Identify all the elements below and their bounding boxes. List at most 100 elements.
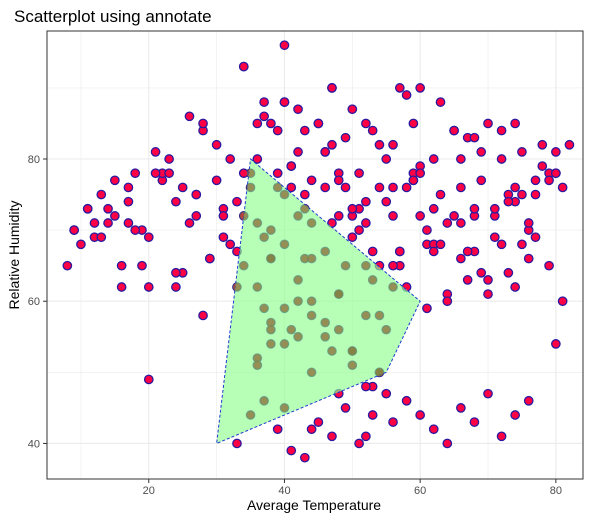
data-point — [218, 232, 229, 243]
data-point — [530, 189, 541, 200]
data-point — [327, 431, 337, 442]
data-point-overlay — [320, 247, 330, 256]
data-point-overlay — [259, 396, 269, 405]
data-point — [394, 246, 405, 257]
data-point — [449, 211, 459, 221]
data-point — [272, 168, 283, 179]
data-point — [388, 139, 398, 150]
data-point-overlay — [368, 275, 377, 285]
data-point-overlay — [388, 282, 398, 292]
data-point — [340, 182, 351, 193]
data-point — [286, 161, 297, 171]
data-point-overlay — [300, 254, 310, 263]
panel-border — [46, 30, 584, 480]
data-point — [496, 125, 507, 136]
x-tick-label: 40 — [278, 485, 290, 497]
data-point — [62, 260, 73, 271]
data-point — [456, 182, 466, 193]
data-point-overlay — [266, 225, 276, 235]
data-point — [456, 403, 466, 413]
data-point — [109, 175, 120, 186]
data-point — [238, 61, 249, 72]
data-point — [354, 225, 364, 235]
data-point — [293, 104, 303, 115]
data-point — [422, 303, 432, 314]
data-point — [456, 253, 466, 264]
data-point — [388, 182, 398, 193]
data-point — [523, 253, 534, 264]
y-tick-label: 40 — [28, 438, 40, 450]
data-point — [96, 189, 107, 200]
data-point-overlay — [239, 211, 248, 221]
data-point — [232, 438, 242, 449]
data-point — [456, 218, 466, 228]
data-point-overlay — [361, 311, 371, 320]
data-point — [408, 118, 419, 129]
data-point — [266, 118, 276, 129]
data-point — [109, 211, 120, 221]
data-point — [381, 154, 392, 164]
data-point — [503, 196, 514, 207]
data-point — [469, 203, 480, 214]
data-point-overlay — [300, 204, 310, 213]
data-point — [388, 211, 398, 221]
data-point-overlay — [361, 261, 371, 270]
data-point — [523, 218, 534, 228]
data-point-overlay — [293, 332, 303, 341]
data-point — [218, 211, 229, 221]
data-point — [517, 189, 527, 200]
data-point — [204, 253, 215, 264]
data-point — [164, 154, 174, 164]
data-point — [442, 296, 453, 307]
data-point — [374, 139, 385, 150]
data-point — [415, 410, 426, 420]
data-point — [523, 395, 534, 406]
data-point — [333, 175, 344, 186]
data-point — [361, 381, 371, 392]
data-point — [259, 111, 269, 122]
data-point — [347, 232, 358, 243]
data-point-overlay — [334, 289, 343, 299]
data-point — [496, 154, 507, 164]
x-tick-label: 60 — [414, 485, 426, 497]
data-point — [320, 182, 331, 193]
data-point-overlay — [246, 410, 255, 420]
data-point — [354, 168, 364, 179]
chart-title: Scatterplot using annotate — [14, 7, 212, 26]
data-point-overlay — [293, 211, 303, 221]
data-point — [496, 431, 507, 442]
data-point — [130, 225, 141, 235]
data-point — [130, 168, 141, 179]
data-point — [401, 182, 412, 193]
data-point — [103, 203, 113, 214]
data-point — [489, 203, 500, 214]
data-point — [428, 203, 439, 214]
data-point — [89, 218, 100, 228]
data-point — [462, 275, 473, 285]
data-point — [103, 218, 113, 228]
y-axis-title: Relative Humidity — [6, 201, 22, 310]
data-point-overlay — [266, 318, 276, 327]
data-point — [483, 388, 493, 399]
data-point-overlay — [348, 361, 357, 370]
data-point — [184, 111, 195, 122]
data-point — [483, 275, 493, 285]
data-point — [143, 282, 154, 292]
data-point — [476, 147, 487, 157]
data-point — [82, 203, 93, 214]
data-point-overlay — [348, 346, 357, 356]
data-point-overlay — [307, 297, 316, 306]
data-point — [530, 232, 541, 243]
data-point — [381, 388, 392, 399]
data-point — [164, 168, 174, 179]
x-axis: 20 40 60 80 — [143, 479, 562, 497]
data-point — [442, 438, 453, 449]
data-point-overlay — [280, 304, 289, 313]
data-point — [361, 118, 371, 129]
data-point — [123, 182, 134, 193]
data-point — [123, 196, 134, 207]
data-point-overlay — [307, 254, 316, 263]
data-point-overlay — [246, 169, 255, 178]
data-point — [510, 118, 521, 129]
data-point-overlay — [253, 353, 262, 363]
